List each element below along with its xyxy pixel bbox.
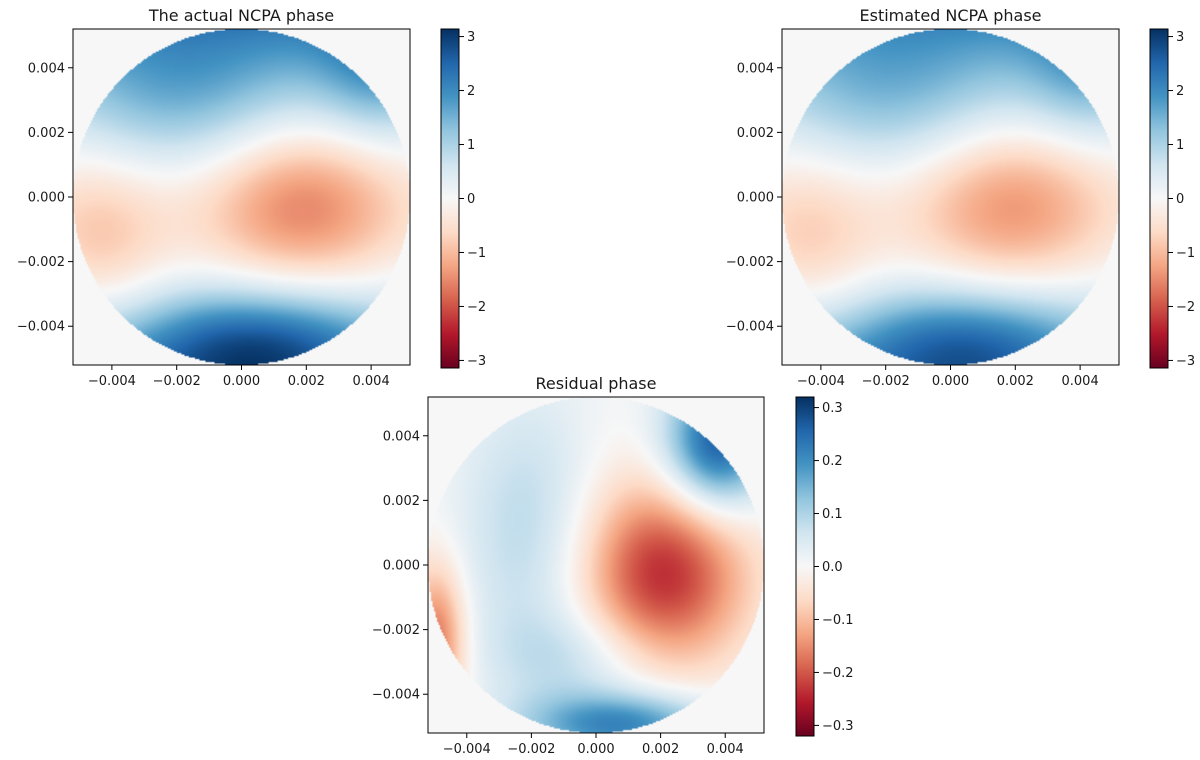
colorbar-tick-label: −3 xyxy=(1176,354,1195,369)
phase-heatmap xyxy=(782,29,1119,365)
colorbar xyxy=(441,29,459,368)
subplot-actual: The actual NCPA phase −0.004 −0.002 0.000 0.… xyxy=(17,6,486,389)
chart-title: Estimated NCPA phase xyxy=(860,6,1042,25)
chart-title: Residual phase xyxy=(536,374,657,393)
y-tick-label: 0.000 xyxy=(383,559,420,574)
y-tick-label: 0.004 xyxy=(383,429,420,444)
colorbar-tick-label: −3 xyxy=(467,354,486,369)
chart-title: The actual NCPA phase xyxy=(148,6,334,25)
x-tick-label: 0.004 xyxy=(353,374,390,389)
x-tick-label: −0.004 xyxy=(443,742,491,757)
x-tick-label: −0.002 xyxy=(862,374,910,389)
colorbar-tick-label: −1 xyxy=(467,246,486,261)
x-tick-label: 0.004 xyxy=(707,742,744,757)
y-tick-label: 0.002 xyxy=(737,126,774,141)
colorbar xyxy=(796,397,814,736)
phase-heatmap xyxy=(73,29,410,365)
colorbar-tick-label: 2 xyxy=(467,84,475,99)
colorbar-tick-label: −0.1 xyxy=(822,613,854,628)
y-tick-label: 0.002 xyxy=(383,494,420,509)
colorbar-tick-label: 0.1 xyxy=(822,507,843,522)
y-tick-label: 0.004 xyxy=(737,61,774,76)
y-tick-label: 0.002 xyxy=(28,126,65,141)
y-tick-label: 0.000 xyxy=(28,191,65,206)
x-tick-label: 0.000 xyxy=(223,374,260,389)
y-tick-label: −0.004 xyxy=(372,688,420,703)
colorbar-tick-label: 0.0 xyxy=(822,560,843,575)
colorbar-tick-label: −1 xyxy=(1176,246,1195,261)
x-tick-label: 0.002 xyxy=(288,374,325,389)
y-tick-label: −0.002 xyxy=(17,255,65,270)
colorbar-tick-label: −0.2 xyxy=(822,666,854,681)
colorbar-tick-label: 0 xyxy=(1176,192,1184,207)
y-tick-label: −0.004 xyxy=(726,320,774,335)
y-tick-label: −0.002 xyxy=(726,255,774,270)
x-tick-label: 0.000 xyxy=(577,742,614,757)
colorbar-tick-label: 3 xyxy=(467,30,475,45)
subplot-estimated: Estimated NCPA phase −0.004 −0.002 0.000 0.0… xyxy=(726,6,1195,389)
y-tick-label: −0.004 xyxy=(17,320,65,335)
colorbar-tick-label: 2 xyxy=(1176,84,1184,99)
x-tick-label: −0.004 xyxy=(797,374,845,389)
x-tick-label: 0.002 xyxy=(642,742,679,757)
colorbar-tick-label: 3 xyxy=(1176,30,1184,45)
x-tick-label: 0.000 xyxy=(932,374,969,389)
x-tick-label: 0.002 xyxy=(997,374,1034,389)
colorbar-tick-label: 1 xyxy=(1176,138,1184,153)
y-tick-label: 0.000 xyxy=(737,191,774,206)
y-tick-label: 0.004 xyxy=(28,61,65,76)
subplot-residual: Residual phase−0.004 −0.002 0.000 0.002 0.00… xyxy=(372,374,854,757)
colorbar-tick-label: −0.3 xyxy=(822,719,854,734)
x-tick-label: −0.002 xyxy=(153,374,201,389)
colorbar-tick-label: −2 xyxy=(467,300,486,315)
y-tick-label: −0.002 xyxy=(372,623,420,638)
phase-heatmap xyxy=(428,397,764,733)
colorbar-tick-label: 0.3 xyxy=(822,401,843,416)
x-tick-label: 0.004 xyxy=(1062,374,1099,389)
x-tick-label: −0.002 xyxy=(507,742,555,757)
colorbar-tick-label: 0.2 xyxy=(822,454,843,469)
colorbar-tick-label: 0 xyxy=(467,192,475,207)
colorbar xyxy=(1150,29,1168,368)
colorbar-tick-label: −2 xyxy=(1176,300,1195,315)
colorbar-tick-label: 1 xyxy=(467,138,475,153)
x-tick-label: −0.004 xyxy=(88,374,136,389)
